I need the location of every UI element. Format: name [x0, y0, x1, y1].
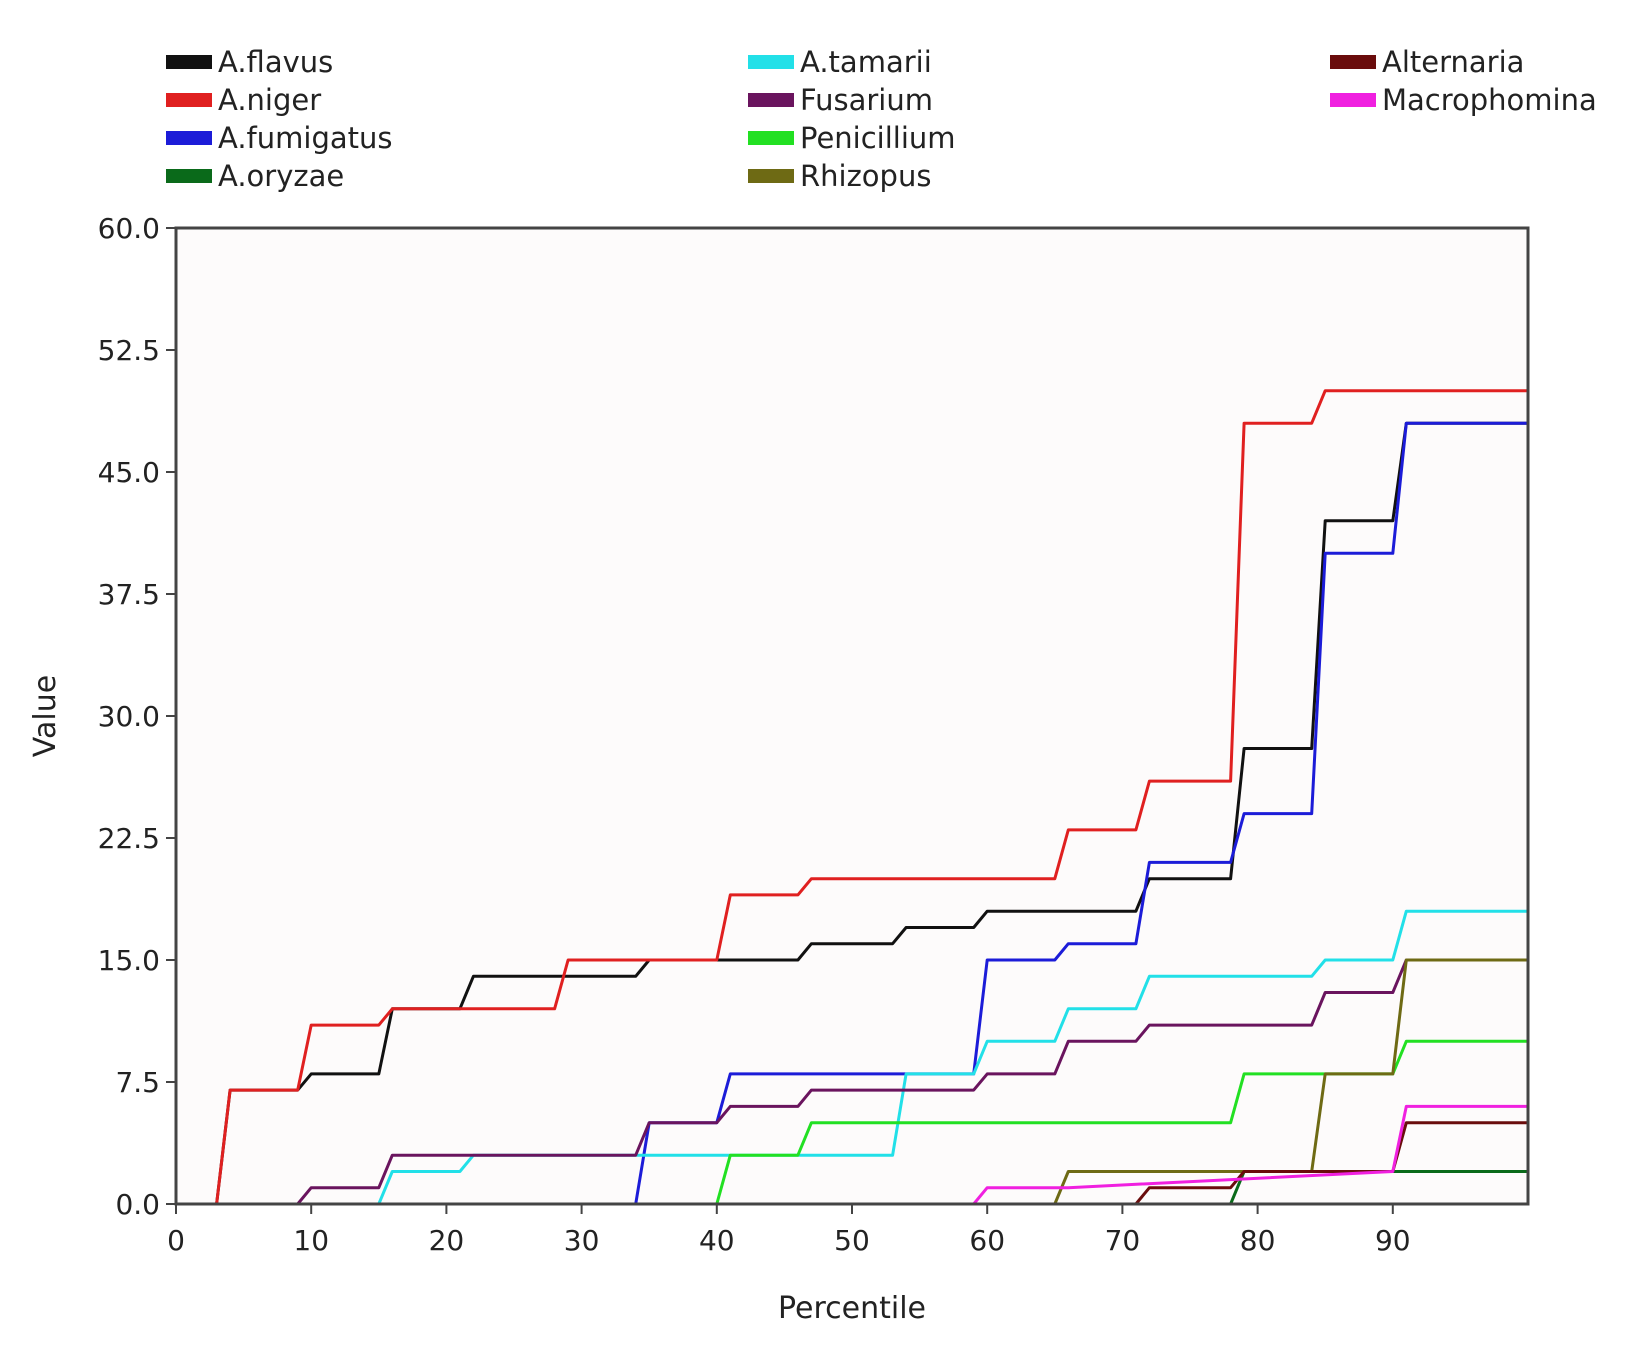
series-line-a-niger [176, 389, 1528, 1206]
legend-label: A.oryzae [218, 159, 345, 193]
x-tick-label: 30 [564, 1224, 600, 1257]
legend-label: Macrophomina [1382, 83, 1597, 117]
x-tick-label: 60 [969, 1224, 1005, 1257]
x-tick-label: 20 [429, 1224, 465, 1257]
x-tick-label: 10 [293, 1224, 329, 1257]
x-tick-label: 50 [834, 1224, 870, 1257]
legend-label: A.flavus [218, 45, 334, 79]
series-line-a-tamarii [176, 909, 1528, 1206]
legend-item: A.fumigatus [166, 120, 392, 156]
legend-swatch [166, 93, 212, 107]
legend-swatch [1330, 93, 1376, 107]
legend-item: Rhizopus [748, 158, 931, 194]
legend-label: Fusarium [800, 83, 933, 117]
legend-label: A.niger [218, 83, 322, 117]
y-tick-label: 7.5 [115, 1066, 160, 1099]
legend-item: Alternaria [1330, 44, 1524, 80]
legend-label: Rhizopus [800, 159, 932, 193]
x-axis-title: Percentile [778, 1291, 926, 1326]
series-line-fusarium [176, 958, 1528, 1206]
series-line-a-flavus [176, 421, 1528, 1206]
x-tick-label: 70 [1105, 1224, 1141, 1257]
x-tick-label: 40 [699, 1224, 735, 1257]
y-tick-label: 37.5 [98, 578, 160, 611]
series-line-macrophomina [176, 1104, 1528, 1206]
legend-swatch [166, 131, 212, 145]
legend-swatch [748, 55, 794, 69]
legend-swatch [166, 55, 212, 69]
y-tick-label: 45.0 [98, 456, 160, 489]
y-axis-title: Value [28, 675, 63, 757]
legend-swatch [748, 169, 794, 183]
legend-label: A.tamarii [800, 45, 932, 79]
legend-item: Fusarium [748, 82, 933, 118]
legend-swatch [748, 93, 794, 107]
legend-item: Macrophomina [1330, 82, 1597, 118]
legend-swatch [166, 169, 212, 183]
series-line-rhizopus [176, 958, 1528, 1206]
x-tick-label: 0 [167, 1224, 185, 1257]
x-tick-label: 90 [1375, 1224, 1411, 1257]
legend-item: Penicillium [748, 120, 956, 156]
y-axis-ticks: 0.0 7.5 15.0 22.5 30.0 37.5 45.0 52.5 60.0 [98, 212, 176, 1221]
series-layer [176, 389, 1528, 1206]
legend-label: Alternaria [1382, 45, 1525, 79]
legend-item: A.tamarii [748, 44, 932, 80]
legend-item: A.flavus [166, 44, 333, 80]
legend-item: A.niger [166, 82, 321, 118]
legend-item: A.oryzae [166, 158, 344, 194]
plot-area [176, 228, 1528, 1204]
y-tick-label: 60.0 [98, 212, 160, 245]
y-tick-label: 0.0 [115, 1188, 160, 1221]
legend-swatch [1330, 55, 1376, 69]
y-tick-label: 52.5 [98, 334, 160, 367]
x-tick-label: 80 [1240, 1224, 1276, 1257]
y-tick-label: 22.5 [98, 822, 160, 855]
y-tick-label: 15.0 [98, 944, 160, 977]
legend-swatch [748, 131, 794, 145]
legend-label: Penicillium [800, 121, 956, 155]
series-line-penicillium [176, 1039, 1528, 1206]
x-axis-ticks: 0 10 20 30 40 50 60 70 80 90 [167, 1204, 1411, 1257]
y-tick-label: 30.0 [98, 700, 160, 733]
legend-label: A.fumigatus [218, 121, 393, 155]
